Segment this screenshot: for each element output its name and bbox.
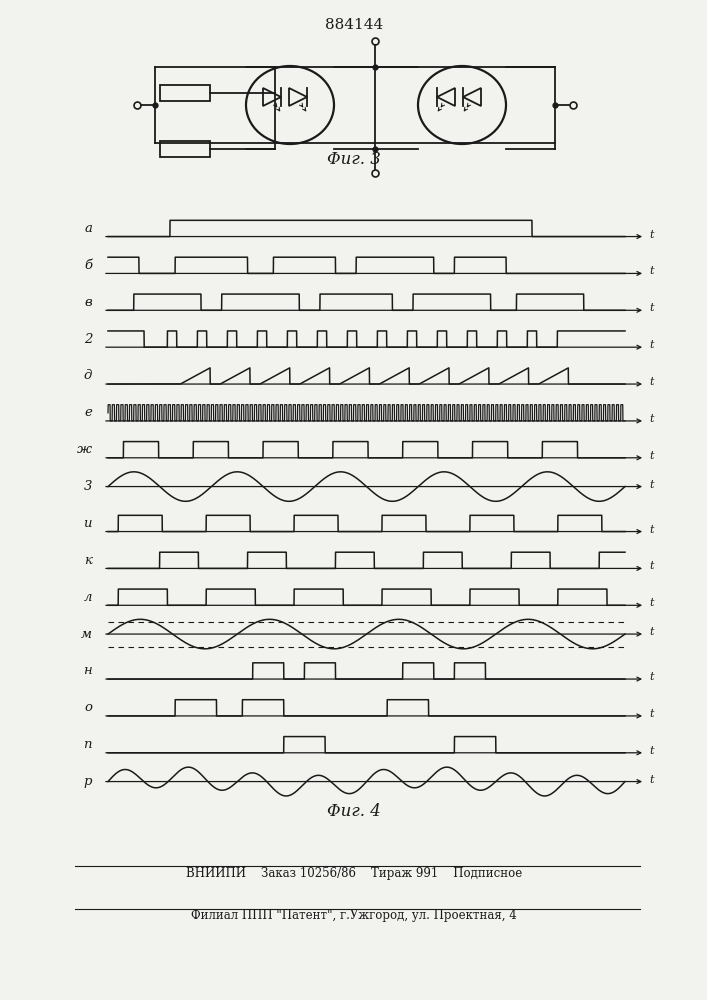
Text: к: к	[84, 554, 92, 567]
Text: в: в	[84, 296, 92, 309]
Text: t: t	[649, 746, 653, 756]
Text: Φиг. 4: Φиг. 4	[327, 804, 381, 820]
Text: о: о	[84, 701, 92, 714]
Text: t: t	[649, 598, 653, 608]
Text: t: t	[649, 709, 653, 719]
Text: t: t	[649, 775, 653, 785]
Text: t: t	[649, 414, 653, 424]
Text: t: t	[649, 525, 653, 535]
Text: t: t	[649, 266, 653, 276]
Text: t: t	[649, 672, 653, 682]
Text: н: н	[83, 664, 92, 677]
Text: ВНИИПИ    Заказ 10256/86    Тираж 991    Подписное: ВНИИПИ Заказ 10256/86 Тираж 991 Подписно…	[186, 866, 522, 880]
Text: 3: 3	[83, 480, 92, 493]
Text: б: б	[84, 259, 92, 272]
Text: д: д	[83, 369, 92, 382]
Bar	[160, 141, 210, 157]
Text: ж: ж	[77, 443, 92, 456]
Text: 2: 2	[83, 333, 92, 346]
Text: а: а	[84, 222, 92, 235]
Text: t: t	[649, 451, 653, 461]
Text: и: и	[83, 517, 92, 530]
Text: t: t	[649, 230, 653, 240]
Text: Φиг. 3: Φиг. 3	[327, 151, 381, 168]
Text: р: р	[83, 775, 92, 788]
Text: п: п	[83, 738, 92, 751]
Text: е: е	[84, 406, 92, 419]
Text: t: t	[649, 627, 653, 637]
Text: t: t	[649, 340, 653, 350]
Text: t: t	[649, 303, 653, 313]
Text: м: м	[81, 628, 92, 641]
Text: t: t	[649, 480, 653, 490]
Text: Филиал ППП "Патент", г.Ужгород, ул. Проектная, 4: Филиал ППП "Патент", г.Ужгород, ул. Прое…	[191, 910, 517, 922]
Text: 884144: 884144	[325, 18, 383, 32]
Text: л: л	[83, 591, 92, 604]
Text: t: t	[649, 377, 653, 387]
Bar	[160, 85, 210, 101]
Text: t: t	[649, 561, 653, 571]
